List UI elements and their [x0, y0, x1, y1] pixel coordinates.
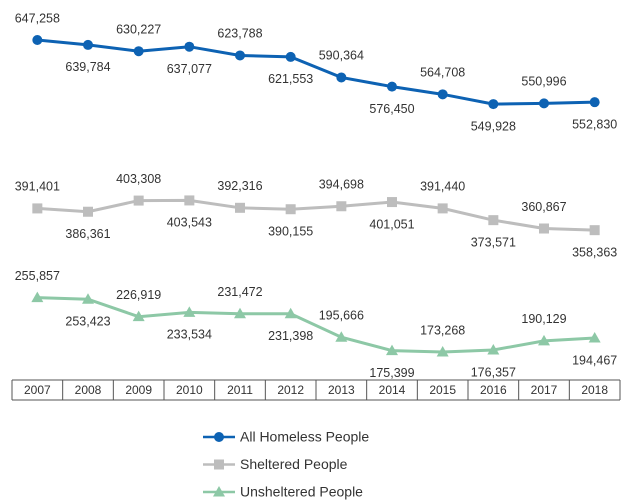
data-point	[387, 81, 397, 92]
series-line	[37, 198, 595, 232]
x-tick-label: 2012	[277, 383, 304, 397]
data-label: 401,051	[369, 217, 414, 231]
data-label: 623,788	[217, 27, 262, 41]
data-label: 231,398	[268, 329, 313, 343]
data-point	[82, 293, 94, 304]
data-label: 358,363	[572, 245, 617, 259]
data-label: 233,534	[167, 328, 212, 342]
data-label: 390,155	[268, 225, 313, 239]
data-label: 190,129	[521, 312, 566, 326]
data-point	[336, 72, 347, 83]
data-label: 231,472	[217, 285, 262, 299]
x-tick-label: 2008	[75, 383, 102, 397]
data-point	[386, 344, 398, 356]
data-point	[83, 39, 93, 50]
x-tick-label: 2017	[531, 383, 558, 397]
data-point	[589, 97, 600, 108]
x-tick-label: 2013	[328, 383, 355, 397]
x-tick-label: 2010	[176, 383, 203, 397]
data-point	[538, 334, 550, 346]
data-point	[488, 99, 499, 110]
x-tick-label: 2016	[480, 383, 507, 397]
data-point	[539, 223, 549, 234]
legend-marker	[214, 459, 224, 470]
data-label: 226,919	[116, 288, 161, 302]
data-point	[436, 346, 449, 357]
x-tick-label: 2007	[24, 383, 51, 397]
data-point	[133, 195, 144, 206]
data-point	[437, 89, 448, 100]
data-label: 637,077	[167, 62, 212, 76]
series-line	[37, 38, 595, 106]
data-point	[487, 343, 500, 355]
data-label: 175,399	[369, 366, 414, 380]
legend-marker	[214, 432, 224, 442]
data-label: 386,361	[65, 227, 110, 241]
data-label: 253,423	[65, 315, 110, 329]
data-label: 590,364	[319, 49, 364, 63]
data-label: 403,308	[116, 172, 161, 186]
data-point	[335, 331, 348, 342]
data-point	[235, 50, 245, 61]
data-label: 176,357	[471, 365, 516, 379]
data-point	[437, 203, 448, 214]
data-label: 550,996	[521, 75, 566, 89]
x-tick-label: 2009	[125, 383, 152, 397]
data-point	[588, 332, 601, 343]
x-tick-label: 2011	[227, 383, 253, 397]
series-line	[37, 296, 595, 354]
data-label: 194,467	[572, 353, 617, 367]
legend-label: Sheltered People	[240, 456, 348, 472]
data-label: 564,708	[420, 66, 465, 80]
data-point	[183, 306, 196, 317]
data-label: 621,553	[268, 72, 313, 86]
data-point	[589, 225, 600, 236]
data-label: 549,928	[471, 119, 516, 133]
data-point	[387, 197, 397, 208]
data-label: 373,571	[471, 235, 516, 249]
data-point	[184, 195, 195, 206]
data-label: 639,784	[65, 60, 110, 74]
x-tick-label: 2015	[429, 383, 456, 397]
data-point	[133, 46, 144, 57]
data-point	[32, 35, 43, 45]
data-point	[488, 215, 499, 226]
data-point	[184, 41, 195, 52]
data-label: 552,830	[572, 117, 617, 131]
data-label: 576,450	[369, 102, 414, 116]
data-point	[285, 204, 296, 215]
data-label: 173,268	[420, 323, 465, 337]
legend-marker	[213, 486, 225, 497]
data-point	[336, 201, 347, 212]
data-point	[32, 203, 43, 214]
legend-label: Unsheltered People	[240, 484, 363, 500]
data-point	[284, 307, 297, 319]
data-label: 392,316	[217, 179, 262, 193]
data-point	[83, 206, 93, 217]
data-label: 360,867	[521, 200, 566, 214]
data-point	[539, 98, 549, 109]
data-label: 630,227	[116, 23, 161, 37]
data-point	[235, 202, 245, 213]
legend-label: All Homeless People	[240, 429, 369, 445]
x-tick-label: 2014	[379, 383, 406, 397]
data-label: 391,401	[15, 180, 60, 194]
data-point	[285, 51, 296, 62]
data-label: 394,698	[319, 178, 364, 192]
x-tick-label: 2018	[581, 383, 608, 397]
data-label: 255,857	[15, 269, 60, 283]
data-label: 391,440	[420, 180, 465, 194]
data-point	[234, 307, 246, 319]
data-point	[31, 291, 44, 303]
data-point	[132, 310, 145, 322]
data-label: 647,258	[15, 11, 60, 25]
data-label: 403,543	[167, 216, 212, 230]
data-label: 195,666	[319, 309, 364, 323]
